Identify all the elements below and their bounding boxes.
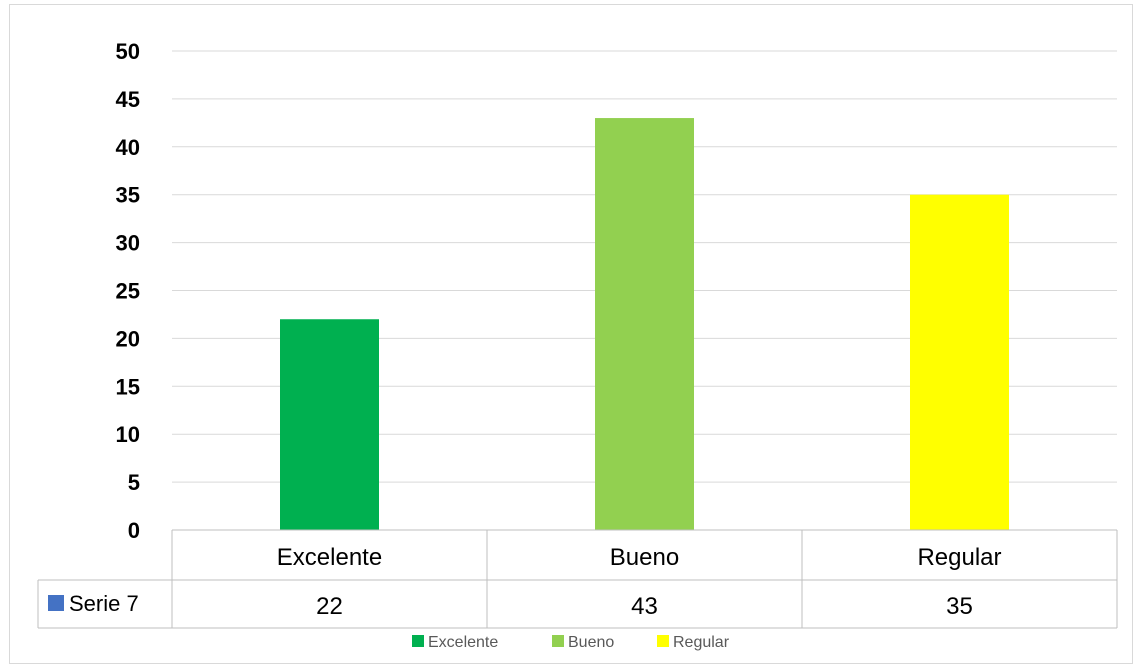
y-tick-label: 45 <box>116 87 140 112</box>
series-name: Serie 7 <box>69 591 139 616</box>
y-tick-label: 0 <box>128 518 140 543</box>
y-tick-label: 10 <box>116 422 140 447</box>
category-label: Bueno <box>610 544 679 571</box>
data-label: 22 <box>316 593 343 620</box>
y-tick-label: 35 <box>116 183 140 208</box>
category-label: Regular <box>917 544 1001 571</box>
data-label: 43 <box>631 593 658 620</box>
legend-swatch <box>657 635 669 647</box>
legend: Excelente Bueno Regular <box>412 634 730 651</box>
y-tick-label: 40 <box>116 135 140 160</box>
legend-swatch <box>412 635 424 647</box>
bars <box>280 118 1009 530</box>
y-tick-label: 15 <box>116 374 140 399</box>
bar-regular <box>910 194 1009 530</box>
series-key-swatch <box>48 595 64 611</box>
y-tick-label: 30 <box>116 231 140 256</box>
category-label: Excelente <box>277 544 382 571</box>
data-table: Excelente 22 Bueno 43 Regular 35 Serie 7 <box>37 529 1118 629</box>
legend-entry: Bueno <box>568 634 614 651</box>
legend-swatch <box>552 635 564 647</box>
y-tick-label: 5 <box>128 470 140 495</box>
bar-bueno <box>595 118 694 530</box>
legend-entry: Regular <box>673 634 730 651</box>
y-tick-label: 20 <box>116 326 140 351</box>
bar-excelente <box>280 319 379 530</box>
legend-entry: Excelente <box>428 634 498 651</box>
data-label: 35 <box>946 593 973 620</box>
y-axis-ticks: 0 5 10 15 20 25 30 35 40 45 50 <box>116 39 140 543</box>
chart-frame <box>9 4 1133 664</box>
y-tick-label: 50 <box>116 39 140 64</box>
y-tick-label: 25 <box>116 279 140 304</box>
